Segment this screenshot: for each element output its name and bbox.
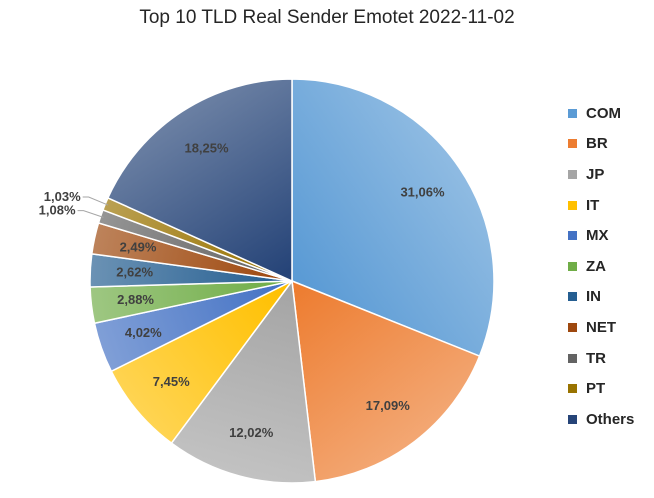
- leader-line-tr: [77, 210, 104, 218]
- legend-label: JP: [586, 165, 605, 183]
- data-label-it: 7,45%: [153, 374, 190, 389]
- legend-label: NET: [586, 318, 616, 336]
- legend-swatch: [568, 414, 577, 424]
- data-label-in: 2,62%: [116, 265, 153, 280]
- legend-item-in: IN: [568, 282, 634, 313]
- legend-label: TR: [586, 349, 606, 367]
- legend-swatch: [568, 139, 577, 149]
- data-label-others: 18,25%: [184, 141, 229, 156]
- legend-label: MX: [586, 227, 609, 245]
- legend-swatch: [568, 231, 577, 241]
- data-label-tr: 1,08%: [39, 203, 76, 218]
- legend-item-jp: JP: [568, 159, 634, 190]
- legend-swatch: [568, 322, 577, 332]
- data-label-za: 2,88%: [117, 292, 154, 307]
- legend-label: IN: [586, 288, 601, 306]
- data-label-jp: 12,02%: [229, 425, 274, 440]
- legend-item-others: Others: [568, 404, 634, 435]
- legend-item-pt: PT: [568, 373, 634, 404]
- legend-item-net: NET: [568, 312, 634, 343]
- pie-slice-others: [106, 78, 293, 283]
- data-label-com: 31,06%: [400, 185, 445, 200]
- pie-slice-com: [291, 78, 495, 358]
- leader-line-pt: [82, 196, 109, 206]
- chart-title: Top 10 TLD Real Sender Emotet 2022-11-02: [139, 7, 515, 28]
- legend-label: PT: [586, 380, 606, 398]
- legend-swatch: [568, 169, 577, 179]
- data-label-pt: 1,03%: [44, 189, 81, 204]
- legend-label: ZA: [586, 257, 606, 275]
- legend-label: BR: [586, 135, 608, 153]
- legend-swatch: [568, 353, 577, 363]
- legend-label: COM: [586, 104, 621, 122]
- pie-slice-br: [291, 279, 481, 483]
- legend-swatch: [568, 261, 577, 271]
- data-label-br: 17,09%: [366, 398, 411, 413]
- pie-slice-jp: [170, 279, 317, 484]
- legend-item-it: IT: [568, 190, 634, 221]
- legend: COM BR JP IT MX ZA IN NET TR PT Others: [568, 98, 634, 435]
- legend-swatch: [568, 384, 577, 394]
- legend-swatch: [568, 200, 577, 210]
- legend-item-tr: TR: [568, 343, 634, 374]
- data-label-net: 2,49%: [120, 240, 157, 255]
- data-label-mx: 4,02%: [125, 325, 162, 340]
- legend-item-com: COM: [568, 98, 634, 129]
- legend-swatch: [568, 292, 577, 302]
- legend-item-za: ZA: [568, 251, 634, 282]
- legend-swatch: [568, 108, 577, 118]
- legend-label: Others: [586, 410, 635, 428]
- legend-label: IT: [586, 196, 600, 214]
- legend-item-mx: MX: [568, 220, 634, 251]
- legend-item-br: BR: [568, 129, 634, 160]
